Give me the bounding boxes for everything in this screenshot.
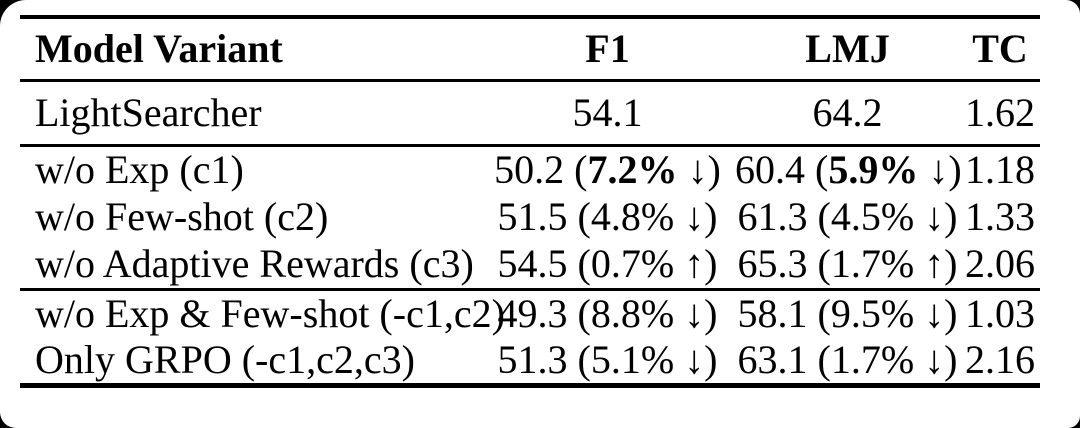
metric-pre: 63.1 (	[737, 336, 831, 382]
tc-cell: 2.16	[965, 336, 1035, 382]
tc-cell: 2.06	[965, 241, 1035, 287]
metric-post: ↓)	[914, 290, 958, 336]
f1-cell: 51.5 (4.8% ↓)	[480, 193, 735, 241]
delta-percent: 4.8%	[590, 194, 675, 239]
metric-pre: 54.5 (	[497, 241, 591, 287]
metric-post: ↑)	[674, 241, 718, 287]
delta-percent: 5.1%	[590, 336, 675, 382]
lmj-cell: 58.1 (9.5% ↓)	[735, 289, 960, 337]
model-variant-cell: LightSearcher	[35, 89, 262, 135]
f1-cell: 54.1	[572, 89, 643, 135]
delta-percent: 4.5%	[830, 194, 915, 239]
lmj-cell: 61.3 (4.5% ↓)	[735, 193, 960, 241]
metric-post: ↓)	[674, 336, 718, 382]
row-only-grpo: Only GRPO (-c1,c2,c3) 51.3 (5.1% ↓) 63.1…	[20, 337, 1040, 385]
header-row: Model Variant F1 LMJ TC	[20, 17, 1040, 80]
delta-percent: 0.7%	[590, 241, 675, 287]
metric-pre: 58.1 (	[737, 290, 831, 336]
tc-cell: 1.62	[965, 89, 1035, 135]
model-variant-cell: w/o Adaptive Rewards (c3)	[35, 241, 474, 287]
row-wo-fewshot: w/o Few-shot (c2) 51.5 (4.8% ↓) 61.3 (4.…	[20, 193, 1040, 241]
column-header-model-variant: Model Variant	[35, 25, 283, 71]
model-variant-cell: w/o Few-shot (c2)	[35, 194, 329, 239]
lmj-cell: 63.1 (1.7% ↓)	[735, 337, 960, 385]
lmj-cell: 60.4 (5.9% ↓)	[735, 145, 962, 193]
lmj-cell: 65.3 (1.7% ↑)	[735, 241, 960, 289]
metric-post: ↓)	[914, 194, 958, 239]
delta-percent: 9.5%	[830, 290, 915, 336]
metric-pre: 50.2 (	[494, 146, 588, 192]
lmj-cell: 64.2	[812, 89, 883, 135]
metric-pre: 51.3 (	[497, 336, 591, 382]
metric-pre: 65.3 (	[737, 241, 831, 287]
metric-post: ↓)	[918, 146, 962, 192]
row-wo-exp: w/o Exp (c1) 50.2 (7.2% ↓) 60.4 (5.9% ↓)…	[20, 145, 1040, 193]
row-wo-exp-fewshot: w/o Exp & Few-shot (-c1,c2) 49.3 (8.8% ↓…	[20, 289, 1040, 337]
tc-cell: 1.33	[965, 194, 1035, 239]
metric-pre: 60.4 (	[735, 146, 829, 192]
metric-pre: 49.3 (	[497, 290, 591, 336]
model-variant-cell: Only GRPO (-c1,c2,c3)	[35, 336, 415, 382]
delta-percent: 1.7%	[830, 336, 915, 382]
row-wo-adaptive-rewards: w/o Adaptive Rewards (c3) 54.5 (0.7% ↑) …	[20, 241, 1040, 289]
row-lightsearcher: LightSearcher 54.1 64.2 1.62	[20, 80, 1040, 145]
f1-cell: 54.5 (0.7% ↑)	[480, 241, 735, 289]
f1-cell: 50.2 (7.2% ↓)	[480, 145, 735, 193]
tc-cell: 1.03	[965, 290, 1035, 336]
model-variant-cell: w/o Exp (c1)	[35, 146, 244, 192]
column-header-f1: F1	[585, 25, 630, 71]
metric-post: ↓)	[674, 194, 718, 239]
f1-cell: 49.3 (8.8% ↓)	[480, 289, 735, 337]
delta-percent: 1.7%	[830, 241, 915, 287]
metric-post: ↑)	[914, 241, 958, 287]
column-header-tc: TC	[972, 25, 1028, 71]
column-header-lmj: LMJ	[805, 25, 890, 71]
delta-percent: 7.2%	[587, 146, 678, 192]
metric-post: ↓)	[914, 336, 958, 382]
tc-cell: 1.18	[965, 146, 1035, 192]
delta-percent: 5.9%	[828, 146, 919, 192]
delta-percent: 8.8%	[590, 290, 675, 336]
model-variant-cell: w/o Exp & Few-shot (-c1,c2)	[35, 290, 505, 336]
ablation-results-table: Model Variant F1 LMJ TC LightSearcher 54…	[20, 15, 1040, 388]
metric-post: ↓)	[674, 290, 718, 336]
f1-cell: 51.3 (5.1% ↓)	[480, 337, 735, 385]
metric-pre: 51.5 (	[497, 194, 591, 239]
metric-post: ↓)	[677, 146, 721, 192]
metric-pre: 61.3 (	[737, 194, 831, 239]
